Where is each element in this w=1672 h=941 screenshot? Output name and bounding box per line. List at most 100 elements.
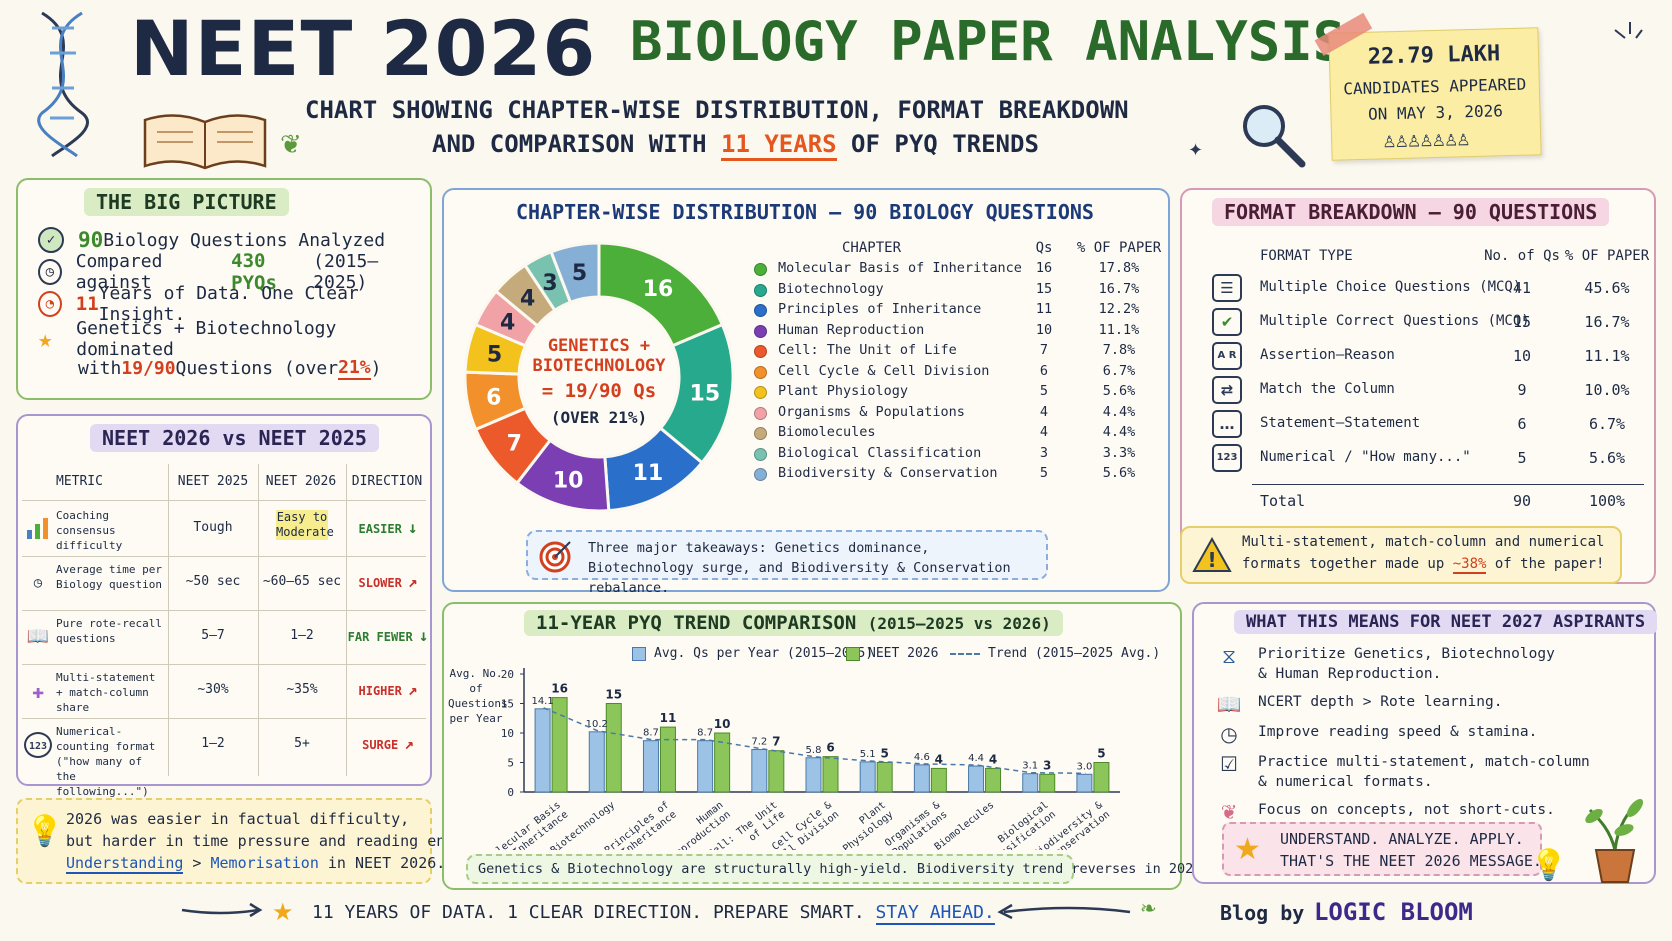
row-divider: [22, 610, 426, 611]
banner-line2: THAT'S THE NEET 2026 MESSAGE.: [1280, 852, 1542, 870]
bar-2026-label: 3: [1043, 758, 1051, 772]
format-label: Multiple Choice Questions (MCQ): [1260, 279, 1522, 295]
row-divider: [22, 664, 426, 665]
timer-icon: ◔: [38, 291, 62, 317]
leaf-icon: ❦: [280, 130, 302, 160]
donut-center: GENETICS + BIOTECHNOLOGY = 19/90 Qs (OVE…: [524, 336, 674, 427]
trend-title-suffix: (2015–2025 vs 2026): [867, 614, 1051, 633]
th-2026: NEET 2026: [265, 474, 337, 489]
aspirant-line-2: & numerical formats.: [1258, 774, 1433, 790]
note-line3: Understanding > Memorisation in NEET 202…: [66, 854, 445, 874]
big-picture-item: ★ Genetics + Biotechnology dominated: [38, 318, 420, 360]
donut-center-line2: BIOTECHNOLOGY: [532, 356, 666, 376]
legend-trend-label: Trend (2015–2025 Avg.): [988, 646, 1161, 661]
donut-slice-label: 3: [542, 271, 557, 296]
page-subtitle-line2: AND COMPARISON WITH 11 YEARS OF PYQ TREN…: [432, 130, 1039, 161]
value-2025: ~30%: [197, 682, 229, 697]
chapter-pct: 4.4%: [1102, 424, 1136, 440]
donut-slice-label: 16: [643, 277, 674, 302]
total-divider: [1252, 484, 1644, 485]
big-picture-list: ✓ 90 Biology Questions Analyzed ◷ Compar…: [38, 224, 420, 382]
legend-dot: [754, 386, 767, 399]
bar-2026-label: 7: [772, 735, 780, 749]
chapter-name: Biomolecules: [778, 424, 876, 440]
format-note-line2: formats together made up ~38% of the pap…: [1242, 556, 1604, 574]
format-qs: 15: [1512, 313, 1532, 331]
row-divider: [22, 718, 426, 719]
direction-arrow-icon: ↓: [407, 518, 418, 537]
th-metric: METRIC: [56, 474, 103, 489]
donut-slice: [549, 241, 601, 305]
stopwatch-icon: ◷: [38, 259, 62, 285]
x-tick-label: Biomolecules: [933, 800, 997, 850]
footer-blog-name: LOGIC BLOOM: [1313, 898, 1473, 926]
bar-avg-label: 7.2: [751, 737, 767, 748]
direction-cell: SLOWER ↗: [346, 572, 430, 591]
metric-label: Coaching consensus difficulty: [56, 509, 123, 552]
y-tick-label: 15: [501, 698, 514, 711]
format-label: Assertion–Reason: [1260, 347, 1395, 363]
direction-arrow-icon: ↓: [418, 626, 429, 645]
dna-icon: ⧖: [1221, 644, 1237, 668]
bar-2026-label: 6: [826, 741, 834, 755]
item4-d: Questions (over: [175, 357, 339, 379]
clock-icon: ◷: [33, 575, 43, 591]
chapter-pct: 3.3%: [1102, 444, 1136, 461]
clock-icon: ◷: [1220, 722, 1238, 746]
takeaway-note: Three major takeaways: Genetics dominanc…: [526, 530, 1048, 596]
book-icon: 📖: [26, 626, 50, 647]
direction-label: SLOWER: [358, 576, 402, 590]
match-column-icon: ⇄: [1212, 376, 1242, 404]
value-2026: 5+: [294, 736, 310, 751]
chapter-th: CHAPTER: [842, 240, 902, 256]
chapter-qs: 10: [1035, 321, 1053, 338]
bar-avg-label: 5.1: [860, 749, 876, 760]
page-title-sub: BIOLOGY PAPER ANALYSIS: [630, 10, 1346, 73]
total-qs: 90: [1512, 492, 1532, 510]
chapter-qs: 16: [1035, 260, 1053, 276]
aspirant-line: NCERT depth > Rote learning.: [1258, 694, 1503, 710]
chapter-name: Principles of Inheritance: [778, 301, 982, 317]
direction-arrow-icon: ↗: [407, 572, 418, 591]
bar-avg-label: 14.1: [531, 696, 553, 707]
value-2026: Easy to Moderate: [276, 510, 334, 540]
bar-2026: [768, 750, 785, 793]
chapter-qs: 11: [1035, 301, 1053, 317]
bar-2026: [1039, 773, 1056, 793]
footer-arrow-icon: [180, 900, 266, 920]
target-icon: [538, 540, 572, 574]
checklist-icon: ☑: [1220, 752, 1238, 776]
format-pct: 11.1%: [1584, 347, 1630, 365]
row-divider: [22, 556, 426, 557]
total-label: Total: [1260, 492, 1306, 510]
donut-slice-label: 15: [690, 382, 721, 407]
item4-b: with: [78, 357, 122, 379]
bar-2026-label: 16: [551, 682, 568, 696]
subtitle-text-c: OF PYQ TRENDS: [851, 130, 1039, 158]
y-tick-label: 0: [507, 786, 514, 799]
table-divider: [22, 500, 426, 501]
subtitle-text-a: AND COMPARISON WITH: [432, 130, 707, 158]
bar-avg: [642, 740, 659, 793]
value-2025: ~50 sec: [185, 574, 241, 589]
format-th-qs: No. of Qs: [1484, 248, 1560, 264]
speech-bubble-icon: …: [1212, 410, 1242, 438]
value-2025: Tough: [193, 520, 233, 535]
bar-2026: [876, 762, 893, 793]
chapter-qs: 4: [1039, 403, 1049, 420]
donut-slice-label: 10: [553, 468, 584, 493]
format-note-pct: ~38%: [1452, 556, 1487, 574]
footer-tagline-a: 11 YEARS OF DATA. 1 CLEAR DIRECTION. PRE…: [312, 902, 865, 923]
legend-trend: Trend (2015–2025 Avg.): [950, 646, 1160, 661]
y-tick-label: 10: [501, 727, 514, 740]
bulb-icon: 💡: [26, 814, 64, 849]
item-c: (2015–2025): [313, 251, 379, 293]
format-qs: 5: [1517, 449, 1527, 467]
bulb-small-icon: 💡: [1530, 848, 1568, 883]
format-pct: 16.7%: [1584, 313, 1630, 331]
direction-cell: SURGE ↗: [346, 734, 430, 753]
chapter-name: Plant Physiology: [778, 383, 909, 399]
chapter-name: Organisms & Populations: [778, 403, 965, 420]
donut-slice-label: 4: [520, 286, 535, 311]
legend-dot: [754, 263, 767, 276]
